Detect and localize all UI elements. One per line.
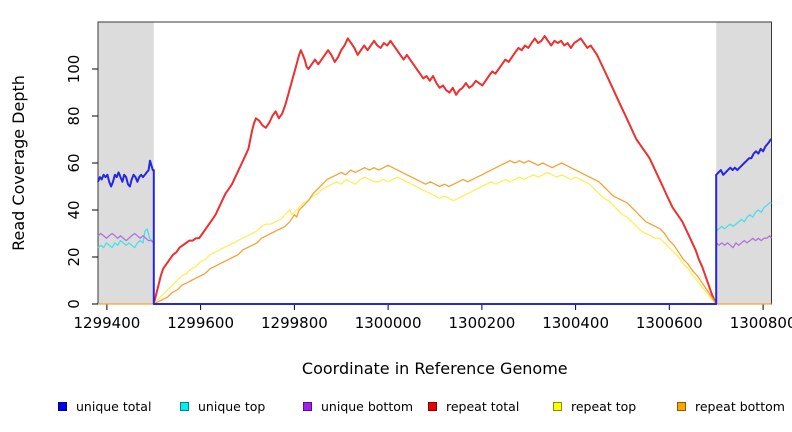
legend-label: repeat total [446,399,520,414]
legend: unique total unique top unique bottom re… [0,399,792,419]
coverage-chart: 1299400 1299600 1299800 1300000 1300200 13004… [9,21,792,378]
series-lines [97,35,773,305]
x-axis-title: Coordinate in Reference Genome [302,359,568,378]
series-line-unique-total [97,138,772,305]
unique-total-swatch-icon [58,402,67,411]
plot-box [97,21,772,305]
series-line-unique-top [97,202,772,305]
x-tick-label: 1299400 [73,314,140,332]
shaded-region [98,22,154,304]
unique-bottom-swatch-icon [303,402,312,411]
legend-item-unique-total: unique total [58,399,151,414]
repeat-total-swatch-icon [428,402,437,411]
x-tick-label: 1300600 [636,314,703,332]
legend-item-repeat-total: repeat total [428,399,519,414]
series-line-repeat-bottom [98,160,772,305]
legend-item-unique-top: unique top [180,399,265,414]
repeat-top-swatch-icon [553,402,562,411]
y-tick-label: 20 [65,247,83,266]
legend-label: repeat bottom [695,399,785,414]
y-axis-title: Read Coverage Depth [9,75,28,251]
series-line-repeat-total [152,35,718,305]
y-tick-label: 100 [65,55,83,84]
y-tick-label: 60 [65,153,83,172]
legend-label: unique top [198,399,266,414]
y-tick-label: 40 [65,200,83,219]
legend-label: unique total [76,399,152,414]
legend-item-unique-bottom: unique bottom [303,399,413,414]
x-tick-label: 1300400 [542,314,609,332]
series-line-unique-bottom [97,232,773,305]
x-tick-label: 1299600 [167,314,234,332]
x-tick-label: 1300000 [355,314,422,332]
shaded-regions [98,22,772,304]
axes: 1299400 1299600 1299800 1300000 1300200 13004… [65,21,792,332]
x-tick-label: 1300200 [448,314,515,332]
y-tick-label: 80 [65,106,83,125]
legend-label: unique bottom [321,399,414,414]
repeat-bottom-swatch-icon [677,402,686,411]
legend-label: repeat top [571,399,637,414]
legend-item-repeat-bottom: repeat bottom [677,399,785,414]
x-tick-label: 1299800 [261,314,328,332]
x-tick-label: 1300800 [730,314,792,332]
unique-top-swatch-icon [180,402,189,411]
legend-item-repeat-top: repeat top [553,399,636,414]
series-line-repeat-top [153,171,717,305]
y-tick-label: 0 [65,299,83,309]
